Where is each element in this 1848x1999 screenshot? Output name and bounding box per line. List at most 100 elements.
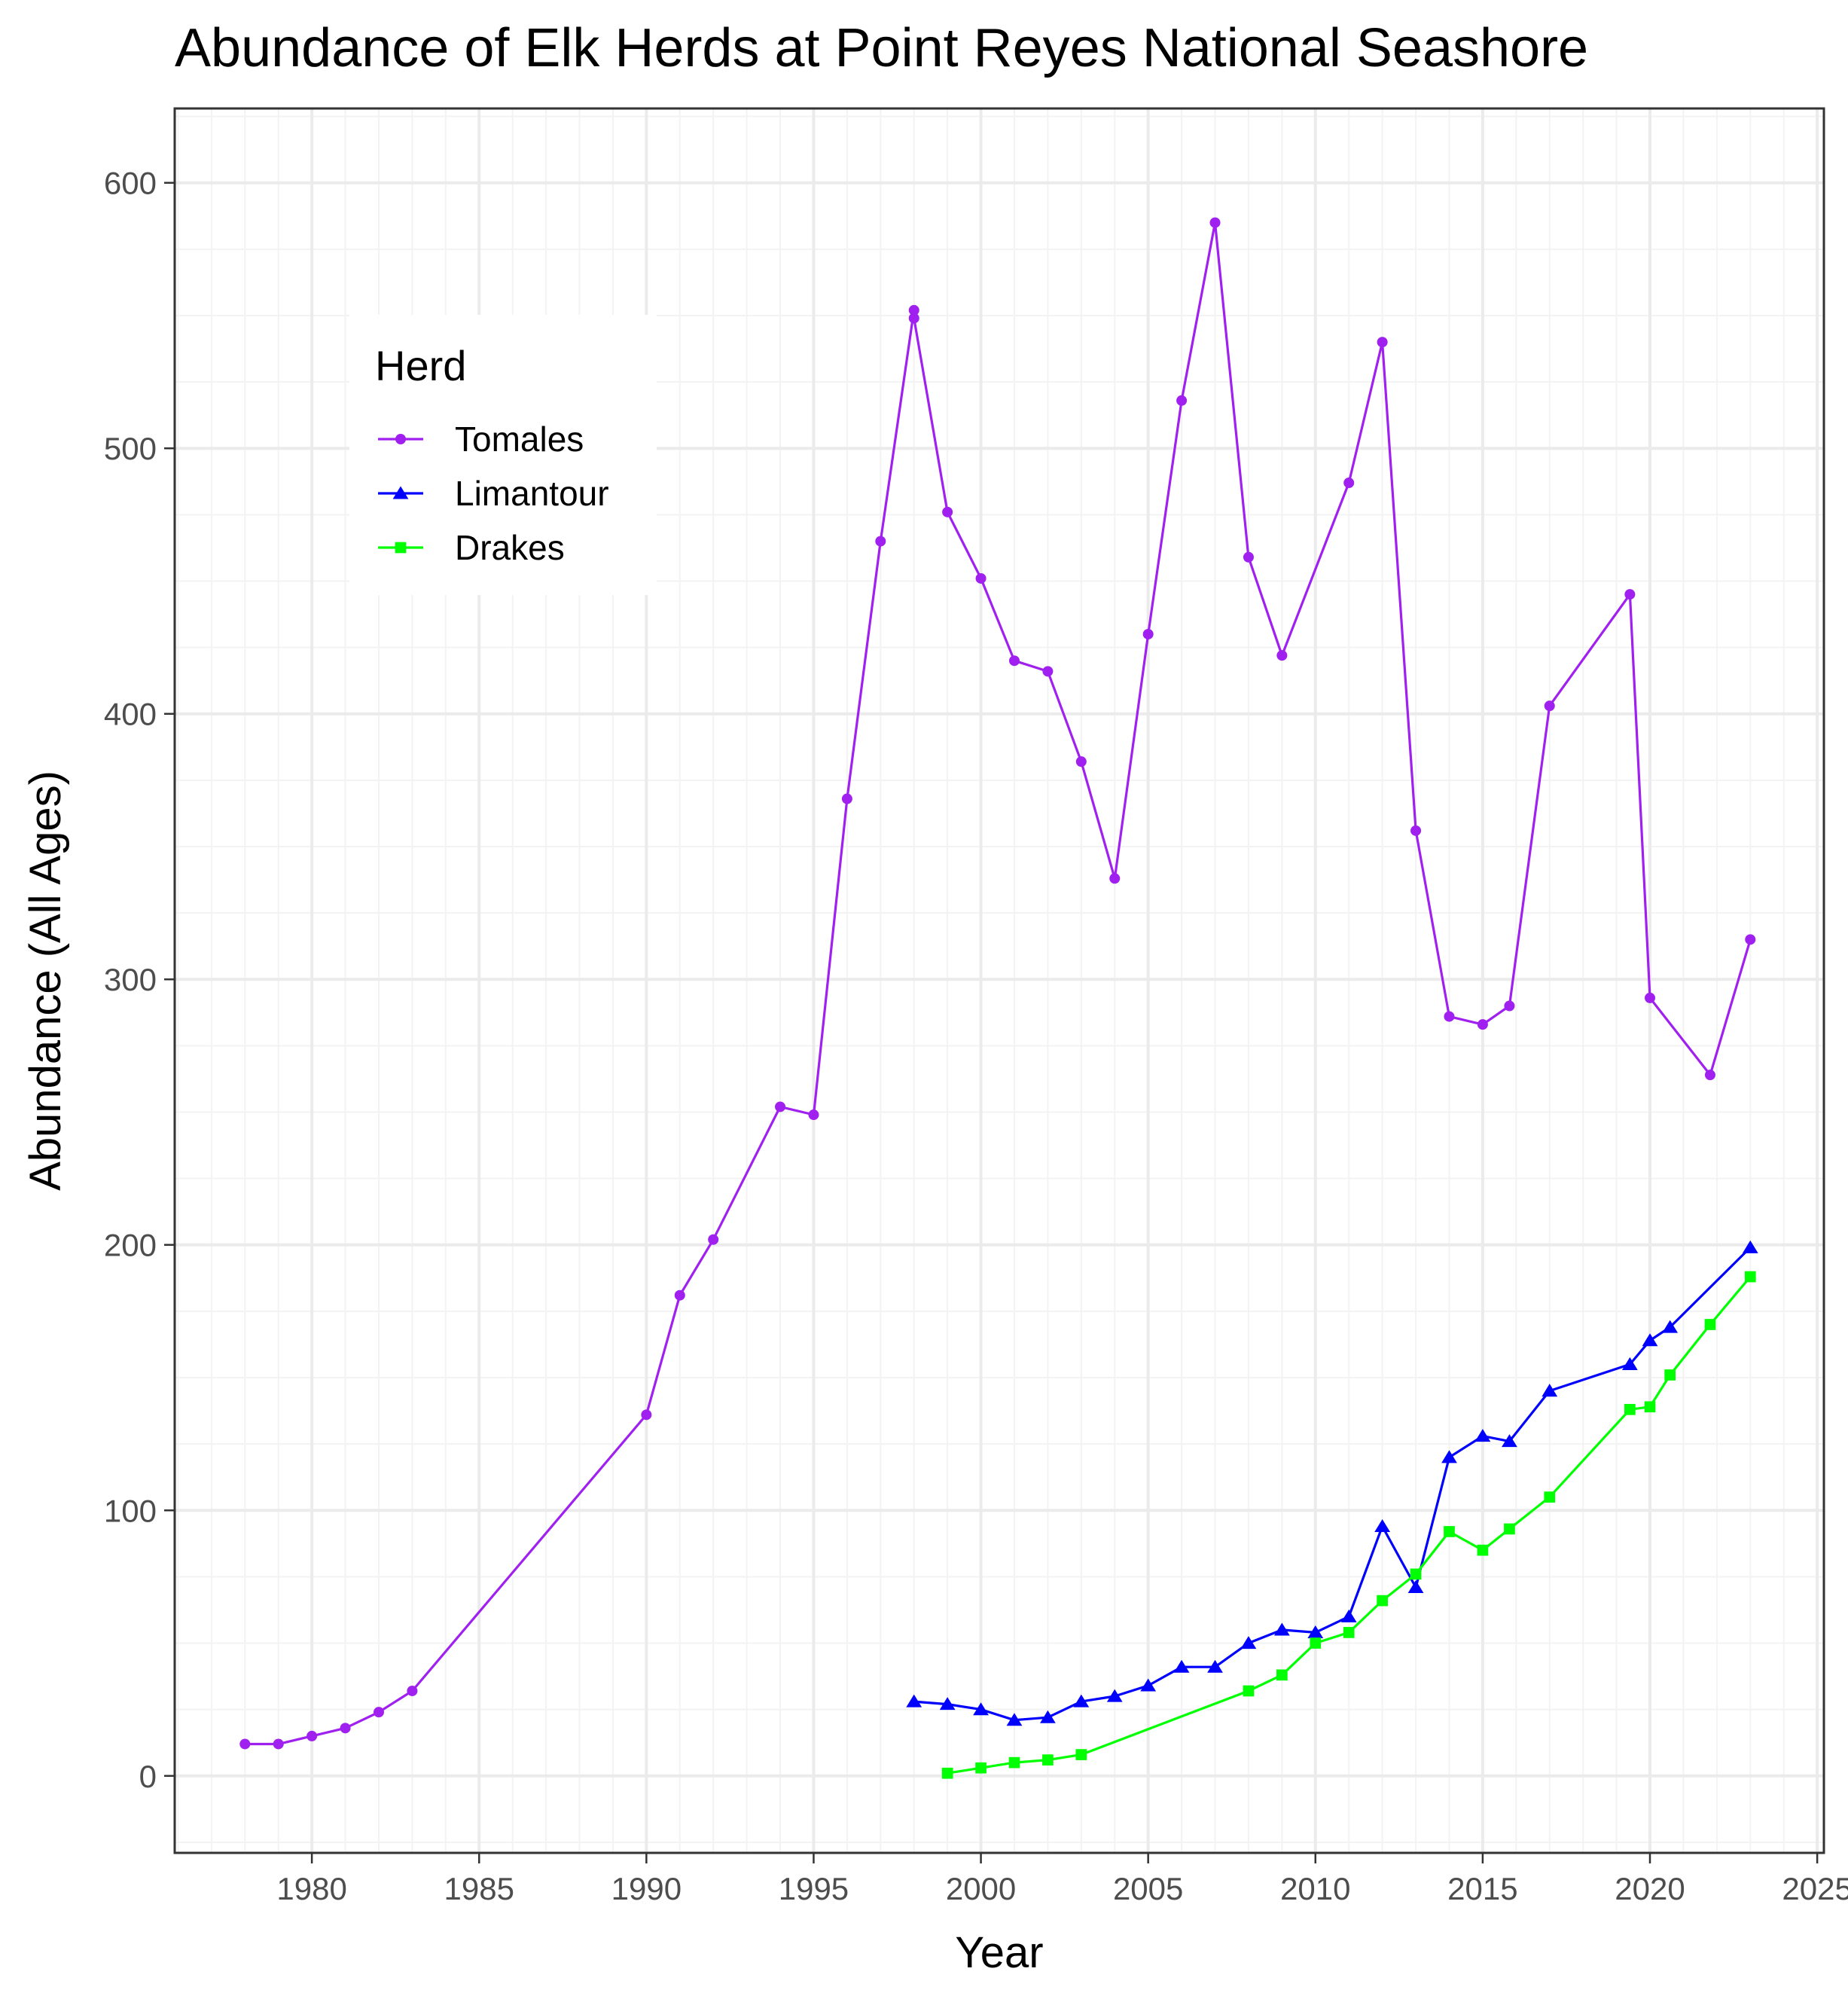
data-point-tomales xyxy=(1704,1070,1715,1081)
data-point-drakes xyxy=(941,1767,953,1779)
data-point-drakes xyxy=(975,1762,987,1774)
data-point-tomales xyxy=(1142,628,1154,639)
data-point-tomales xyxy=(1243,551,1254,563)
data-point-drakes xyxy=(1075,1749,1087,1760)
series-limantour xyxy=(906,1240,1758,1726)
data-point-limantour xyxy=(1307,1625,1324,1638)
data-point-tomales xyxy=(1276,650,1288,661)
x-tick-label: 2005 xyxy=(1113,1871,1183,1906)
data-point-drakes xyxy=(1744,1271,1756,1283)
data-point-drakes xyxy=(1504,1523,1515,1535)
data-point-limantour xyxy=(1207,1659,1223,1673)
data-point-limantour xyxy=(1374,1518,1391,1532)
y-tick-label: 0 xyxy=(139,1759,157,1794)
x-tick-label: 1980 xyxy=(276,1871,346,1906)
data-point-tomales xyxy=(674,1289,685,1301)
data-point-drakes xyxy=(1664,1369,1676,1381)
data-point-tomales xyxy=(373,1707,384,1718)
data-point-drakes xyxy=(1624,1403,1636,1415)
data-point-limantour xyxy=(1006,1713,1023,1726)
legend-marker-tomales xyxy=(395,434,406,444)
data-point-tomales xyxy=(1209,217,1221,228)
data-point-drakes xyxy=(1243,1685,1255,1697)
data-point-tomales xyxy=(306,1730,318,1741)
data-point-limantour xyxy=(1273,1622,1290,1636)
axis-ticks: 1980 1985 1990 1995 2000 2005 2010 2015 2020 2025… xyxy=(104,166,1848,1906)
legend-item-limantour: Limantour xyxy=(378,474,609,513)
plot-border xyxy=(173,107,1825,1854)
data-point-tomales xyxy=(1075,756,1087,768)
data-point-tomales xyxy=(1645,992,1656,1003)
data-point-tomales xyxy=(1176,395,1188,406)
data-point-tomales xyxy=(942,506,953,517)
y-tick-label: 400 xyxy=(104,697,157,732)
data-point-limantour xyxy=(1642,1333,1658,1347)
data-point-limantour xyxy=(1140,1678,1157,1692)
data-point-tomales xyxy=(340,1723,351,1734)
y-axis-title: Abundance (All Ages) xyxy=(21,771,70,1191)
data-point-drakes xyxy=(1704,1319,1716,1330)
x-tick-label: 2010 xyxy=(1280,1871,1350,1906)
data-point-tomales xyxy=(1410,825,1422,836)
series-line-limantour xyxy=(913,1247,1752,1722)
legend: Herd Tomales Limantour Drakes xyxy=(349,315,657,595)
legend-label-tomales: Tomales xyxy=(455,420,584,459)
y-tick-label: 100 xyxy=(104,1493,157,1528)
data-point-tomales xyxy=(1343,478,1355,489)
chart-title: Abundance of Elk Herds at Point Reyes Na… xyxy=(175,18,1588,78)
data-point-drakes xyxy=(1544,1491,1556,1503)
x-tick-label: 2025 xyxy=(1782,1871,1848,1906)
data-point-drakes xyxy=(1008,1756,1020,1769)
data-point-limantour xyxy=(1106,1689,1123,1702)
data-point-limantour xyxy=(1340,1609,1357,1622)
x-tick-label: 2000 xyxy=(946,1871,1016,1906)
series-layer xyxy=(239,217,1758,1779)
y-tick-label: 200 xyxy=(104,1228,157,1263)
data-point-tomales xyxy=(407,1685,418,1696)
data-point-limantour xyxy=(1073,1694,1090,1708)
data-point-tomales xyxy=(908,313,919,324)
data-point-tomales xyxy=(641,1409,652,1421)
y-tick-label: 600 xyxy=(104,166,157,201)
x-tick-label: 2020 xyxy=(1615,1871,1685,1906)
data-point-limantour xyxy=(1474,1429,1491,1442)
data-point-drakes xyxy=(1042,1754,1054,1766)
data-point-tomales xyxy=(1624,589,1636,600)
data-point-limantour xyxy=(1240,1636,1257,1650)
data-point-limantour xyxy=(1173,1659,1190,1673)
data-point-tomales xyxy=(975,572,987,584)
data-point-drakes xyxy=(1444,1526,1455,1537)
legend-marker-limantour xyxy=(392,486,409,499)
data-point-tomales xyxy=(908,304,919,316)
data-point-tomales xyxy=(775,1101,786,1112)
data-point-limantour xyxy=(1742,1240,1758,1253)
data-point-limantour xyxy=(1441,1450,1457,1463)
data-point-tomales xyxy=(1008,655,1020,667)
data-point-limantour xyxy=(1407,1580,1424,1594)
y-tick-label: 500 xyxy=(104,431,157,466)
x-tick-label: 2015 xyxy=(1447,1871,1517,1906)
data-point-tomales xyxy=(1544,700,1555,712)
data-point-tomales xyxy=(841,793,852,804)
data-point-tomales xyxy=(1377,337,1388,348)
data-point-limantour xyxy=(906,1694,922,1708)
legend-label-drakes: Drakes xyxy=(455,528,565,567)
data-point-tomales xyxy=(875,536,886,547)
x-tick-label: 1995 xyxy=(779,1871,849,1906)
data-point-tomales xyxy=(1477,1019,1488,1030)
data-point-drakes xyxy=(1410,1568,1422,1580)
series-drakes xyxy=(941,1271,1756,1779)
data-point-drakes xyxy=(1310,1637,1322,1649)
legend-title: Herd xyxy=(375,342,466,389)
data-point-limantour xyxy=(1040,1710,1056,1723)
x-tick-label: 1985 xyxy=(444,1871,514,1906)
data-point-tomales xyxy=(273,1738,284,1750)
data-point-limantour xyxy=(939,1697,956,1711)
data-point-drakes xyxy=(1644,1401,1656,1413)
y-tick-label: 300 xyxy=(104,962,157,997)
data-point-tomales xyxy=(708,1234,719,1245)
legend-item-tomales: Tomales xyxy=(378,420,584,459)
data-point-drakes xyxy=(1377,1595,1388,1607)
